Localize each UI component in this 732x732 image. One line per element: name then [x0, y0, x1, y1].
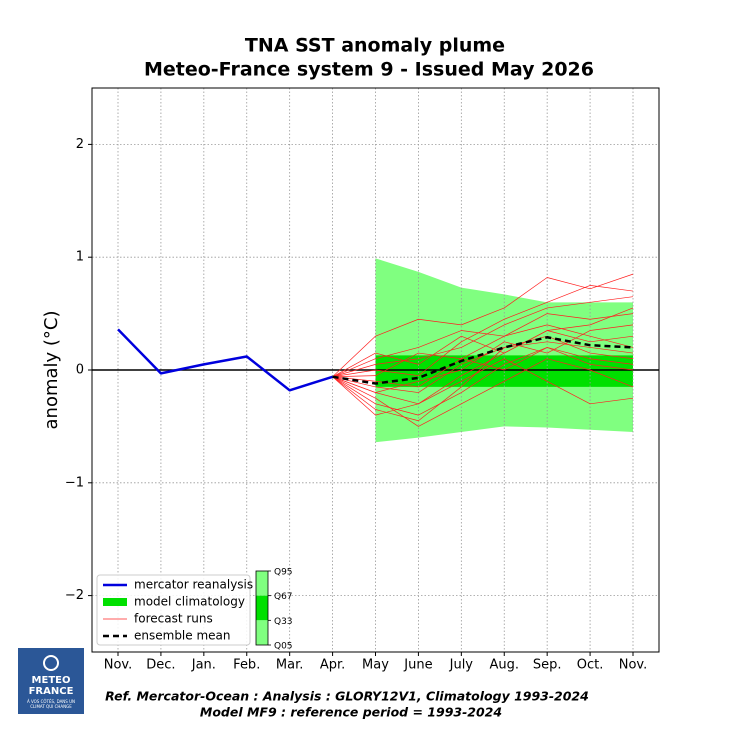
forecast-run — [332, 324, 634, 393]
legend-label: model climatology — [134, 595, 245, 609]
series-line — [117, 328, 333, 392]
colorbar-segment — [256, 595, 268, 621]
climatology-inner-band — [375, 355, 633, 387]
legend-label: mercator reanalysis — [134, 578, 253, 592]
forecast-run — [332, 296, 634, 378]
logo-text: FRANCE — [29, 686, 74, 697]
y-tick-label: 0 — [76, 363, 84, 378]
logo-tagline: CLIMAT QUI CHANGE — [30, 704, 72, 709]
x-tick-label: Sep. — [533, 658, 562, 673]
colorbar-label: Q05 — [274, 642, 293, 652]
y-tick-label: 2 — [76, 137, 84, 152]
chart-title: TNA SST anomaly plume — [245, 35, 505, 57]
forecast-run — [332, 358, 634, 416]
legend-swatch — [103, 598, 127, 606]
colorbar-label: Q33 — [274, 617, 293, 627]
logo-tagline: À VOS CÔTÉS, DANS UN — [27, 699, 75, 704]
y-tick-label: −1 — [65, 475, 84, 490]
forecast-run — [332, 347, 634, 378]
logo-icon — [43, 655, 59, 671]
x-tick-label: Feb. — [233, 658, 260, 673]
forecast-run — [332, 358, 634, 427]
legend-label: ensemble mean — [134, 629, 231, 643]
colorbar-label: Q67 — [274, 592, 293, 602]
forecast-run — [332, 307, 634, 378]
x-tick-label: Jan. — [191, 658, 216, 673]
legend-label: forecast runs — [134, 612, 213, 626]
x-tick-label: Oct. — [577, 658, 604, 673]
y-tick-label: 1 — [76, 250, 84, 265]
x-tick-label: July — [449, 658, 474, 673]
y-axis-label: anomaly (°C) — [41, 310, 62, 429]
y-tick-label: −2 — [65, 588, 84, 603]
logo-text: METEO — [32, 675, 71, 686]
x-tick-label: Aug. — [489, 658, 519, 673]
forecast-run — [332, 347, 634, 416]
forecast-run — [332, 313, 634, 378]
chart-subtitle: Meteo-France system 9 - Issued May 2026 — [144, 59, 594, 81]
x-tick-label: Dec. — [146, 658, 175, 673]
colorbar-segment — [256, 620, 268, 645]
series-line — [332, 336, 634, 385]
x-tick-label: Nov. — [619, 658, 648, 673]
legend-box — [96, 574, 251, 646]
plot-frame — [91, 87, 660, 653]
forecast-run — [332, 341, 634, 422]
climatology-outer-band — [375, 258, 633, 443]
forecast-run — [332, 273, 634, 378]
x-tick-label: Mar. — [276, 658, 303, 673]
forecast-run — [332, 285, 634, 378]
x-tick-label: Nov. — [104, 658, 133, 673]
colorbar-label: Q95 — [274, 568, 293, 578]
colorbar-segment — [256, 571, 268, 596]
x-tick-label: June — [403, 658, 432, 673]
logo-background — [18, 648, 84, 714]
x-tick-label: May — [362, 658, 389, 673]
colorbar-frame — [255, 570, 269, 646]
footer-text: Model MF9 : reference period = 1993-2024 — [200, 705, 502, 720]
x-tick-label: Apr. — [320, 658, 345, 673]
footer-text: Ref. Mercator-Ocean : Analysis : GLORY12… — [105, 689, 589, 704]
logo: METEO FRANCE À VOS CÔTÉS, DANS UN CLIMAT… — [18, 648, 84, 714]
